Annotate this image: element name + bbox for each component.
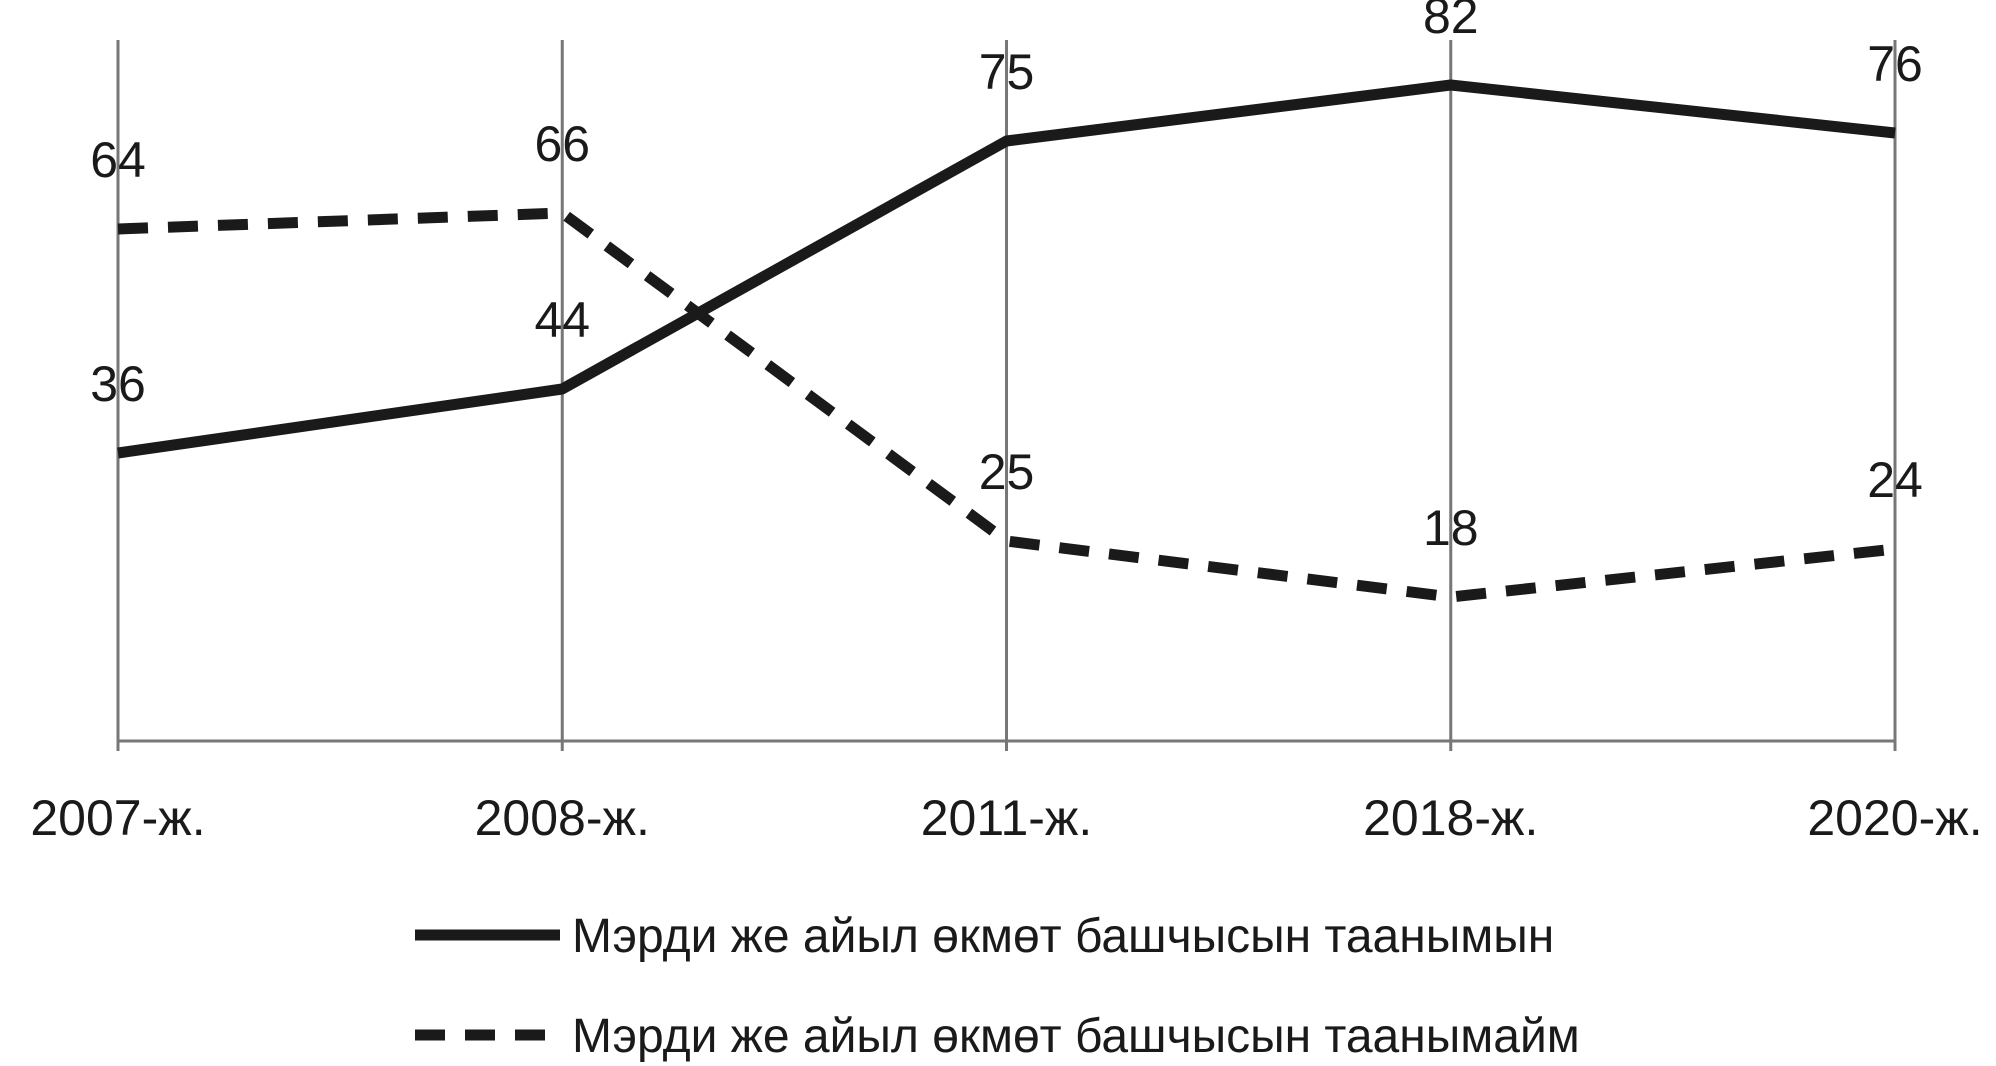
data-label: 44 — [534, 292, 590, 348]
data-label: 75 — [979, 44, 1035, 100]
legend: Мэрди же айыл өкмөт башчысын таанымын Мэр… — [415, 910, 1580, 1063]
data-label: 25 — [979, 444, 1035, 500]
data-label: 64 — [90, 132, 146, 188]
data-label: 82 — [1423, 0, 1479, 44]
legend-label-1: Мэрди же айыл өкмөт башчысын таанымын — [572, 910, 1554, 963]
vertical-gridlines — [116, 40, 1897, 741]
data-label: 18 — [1423, 500, 1479, 556]
x-tick-label: 2011-ж. — [921, 790, 1093, 846]
x-tick-label: 2007-ж. — [30, 790, 205, 846]
series-lines — [117, 79, 1896, 603]
data-label: 76 — [1867, 36, 1923, 92]
legend-label-2: Мэрди же айыл өкмөт башчысын таанымайм — [572, 1010, 1580, 1063]
x-tick-label: 2020-ж. — [1807, 790, 1982, 846]
series-line-1 — [117, 79, 1896, 459]
data-label: 36 — [90, 356, 146, 412]
x-tick-label: 2008-ж. — [475, 790, 650, 846]
data-label: 66 — [534, 116, 590, 172]
x-tick-label: 2018-ж. — [1363, 790, 1538, 846]
data-label: 24 — [1867, 452, 1923, 508]
data-labels: 36 44 75 82 76 64 66 25 18 24 — [90, 0, 1923, 556]
x-axis-ticks: 2007-ж. 2008-ж. 2011-ж. 2018-ж. 2020-ж. — [30, 741, 1983, 846]
